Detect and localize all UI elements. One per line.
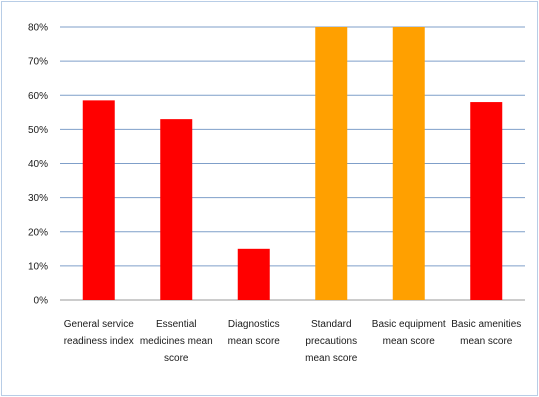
x-axis-labels: General service readiness index Essential m… [64,319,522,364]
x-category-label: Standard precautions mean score [305,319,358,364]
x-category-label: Essential medicines mean score [140,319,213,364]
y-tick-label: 80% [28,23,48,34]
y-tick-label: 0% [34,296,49,307]
x-category-label-line: Basic amenities [451,319,521,330]
y-tick-label: 40% [28,159,48,170]
y-tick-label: 10% [28,261,48,272]
x-category-label: Diagnostics mean score [228,319,281,347]
gridlines [60,26,525,301]
x-category-label: Basic equipment mean score [372,319,446,347]
bars [82,27,503,301]
x-category-label-line: mean score [228,336,281,347]
x-category-label: General service readiness index [64,319,134,347]
bar [237,248,270,300]
y-tick-label: 30% [28,193,48,204]
x-category-label-line: Diagnostics [228,319,280,330]
bar [315,27,348,300]
x-category-label-line: mean score [305,353,358,364]
x-category-label-line: mean score [460,336,513,347]
y-tick-label: 20% [28,227,48,238]
y-tick-label: 60% [28,91,48,102]
y-axis-ticks: 0% 10% 20% 30% 40% 50% 60% 70% 80% [28,23,48,307]
x-category-label-line: General service [64,319,134,330]
x-category-label-line: precautions [305,336,357,347]
x-category-label-line: Basic equipment [372,319,446,330]
x-category-label-line: Standard [311,319,352,330]
x-category-label-line: score [164,353,189,364]
x-category-label-line: mean score [383,336,436,347]
bar [160,119,193,300]
x-category-label-line: Essential [156,319,197,330]
bar [470,102,503,300]
x-category-label-line: readiness index [64,336,134,347]
y-tick-label: 70% [28,57,48,68]
bar [392,27,425,300]
x-category-label: Basic amenities mean score [451,319,521,347]
y-tick-label: 50% [28,125,48,136]
bar [82,100,115,301]
x-category-label-line: medicines mean [140,336,213,347]
